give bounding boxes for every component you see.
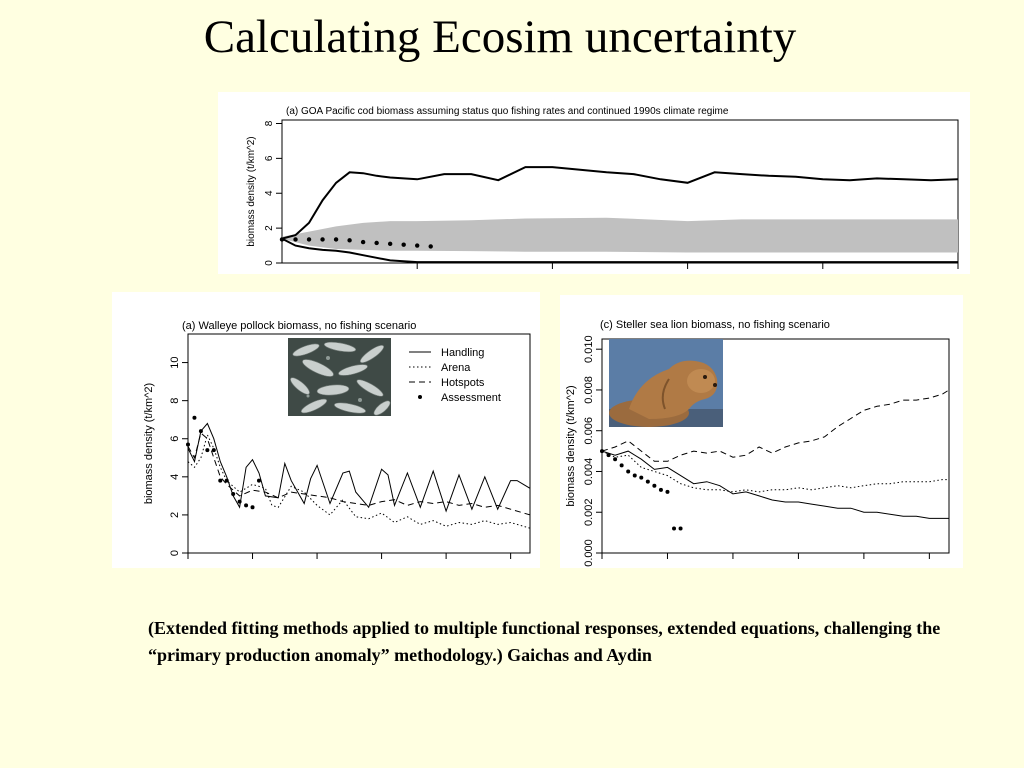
legend-label: Handling — [441, 347, 484, 359]
data-point — [224, 478, 229, 483]
data-point — [211, 448, 216, 453]
slide-title: Calculating Ecosim uncertainty — [203, 11, 797, 63]
data-point — [606, 453, 611, 458]
y-axis-label: biomass density (t/km^2) — [246, 136, 257, 246]
plot-frame — [601, 338, 950, 554]
y-tick-label: 10 — [169, 356, 181, 368]
pollock-chart: (a) Walleye pollock biomass, no fishing … — [143, 320, 531, 559]
y-tick-label: 0.004 — [583, 458, 595, 486]
legend-swatch — [418, 395, 422, 399]
data-point — [626, 469, 631, 474]
fish-school-photo — [288, 338, 391, 416]
y-tick-label: 4 — [264, 190, 275, 196]
uncertainty-band — [282, 217, 958, 253]
chart-title: (c) Steller sea lion biomass, no fishing… — [600, 319, 830, 331]
data-point — [374, 240, 379, 246]
data-point — [192, 415, 197, 420]
legend-label: Arena — [441, 362, 471, 374]
sealion-chart-panel: (c) Steller sea lion biomass, no fishing… — [560, 295, 963, 568]
data-point — [401, 242, 406, 247]
legend-label: Assessment — [441, 392, 501, 404]
y-tick-label: 0 — [169, 550, 181, 556]
series-line-hotspots — [187, 432, 531, 516]
y-tick-label: 2 — [169, 512, 181, 518]
cod-chart-panel: (a) GOA Pacific cod biomass assuming sta… — [218, 92, 970, 274]
data-point — [205, 448, 210, 453]
data-point — [218, 478, 223, 483]
steller-sea-lion-photo — [609, 339, 723, 427]
y-tick-label: 6 — [169, 436, 181, 442]
y-axis-label: biomass density (t/km^2) — [143, 383, 155, 504]
data-point — [231, 491, 236, 496]
y-tick-label: 0.000 — [583, 539, 595, 567]
series-line-3 — [601, 389, 950, 462]
data-point — [360, 239, 366, 245]
data-point — [415, 243, 420, 248]
y-tick-label: 0.006 — [583, 417, 595, 445]
data-point — [639, 475, 644, 480]
data-point — [306, 237, 312, 242]
y-tick-label: 2 — [264, 225, 275, 231]
cod-chart: (a) GOA Pacific cod biomass assuming sta… — [246, 106, 959, 269]
y-axis-label: biomass density (t/km^2) — [565, 385, 577, 506]
data-point — [250, 505, 255, 510]
data-point — [186, 442, 190, 447]
data-point — [613, 457, 618, 462]
series-line-2 — [281, 237, 958, 264]
y-tick-label: 4 — [169, 474, 181, 480]
sealion-chart: (c) Steller sea lion biomass, no fishing… — [565, 319, 950, 567]
data-point — [428, 244, 433, 249]
data-point — [237, 499, 242, 504]
data-point — [387, 241, 393, 247]
data-point — [293, 237, 298, 242]
data-point — [672, 526, 677, 531]
data-point — [665, 489, 670, 494]
data-point — [619, 463, 624, 468]
chart-title: (a) GOA Pacific cod biomass assuming sta… — [286, 106, 729, 117]
series-line-1 — [281, 166, 959, 240]
chart-title: (a) Walleye pollock biomass, no fishing … — [182, 320, 416, 332]
data-point — [645, 479, 650, 484]
series-line-2 — [601, 450, 949, 493]
data-point — [333, 237, 339, 242]
series-line-1 — [601, 450, 949, 519]
data-point — [658, 487, 663, 492]
legend-label: Hotspots — [441, 377, 485, 389]
data-point — [198, 429, 203, 434]
y-tick-label: 8 — [264, 120, 275, 126]
y-tick-label: 0.002 — [583, 498, 595, 526]
data-point — [347, 238, 352, 243]
y-tick-label: 6 — [264, 155, 275, 161]
slide-caption: (Extended fitting methods applied to mul… — [148, 618, 941, 665]
data-point — [244, 503, 249, 508]
pollock-chart-panel: (a) Walleye pollock biomass, no fishing … — [112, 292, 540, 568]
y-tick-label: 8 — [169, 398, 181, 404]
series-line-arena — [187, 433, 531, 529]
y-tick-label: 0.010 — [583, 335, 595, 363]
data-point — [320, 237, 325, 242]
series-line-handling — [187, 422, 531, 513]
y-tick-label: 0.008 — [583, 376, 595, 404]
data-point — [279, 237, 285, 242]
data-point — [652, 483, 657, 488]
data-point — [256, 478, 261, 483]
data-point — [632, 473, 637, 478]
data-point — [678, 526, 683, 531]
y-tick-label: 0 — [264, 260, 275, 266]
data-point — [600, 449, 604, 454]
